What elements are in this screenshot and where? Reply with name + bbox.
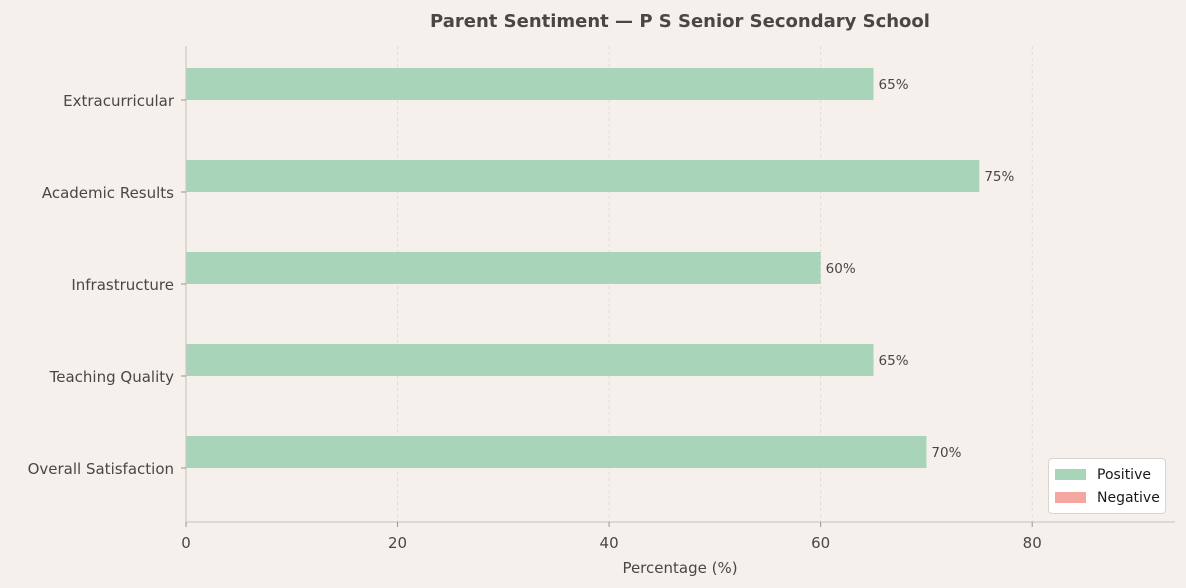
data-label: 65% <box>879 77 909 93</box>
bar-positive <box>186 252 821 284</box>
x-axis-label: Percentage (%) <box>622 559 737 577</box>
bar-positive <box>186 160 980 192</box>
y-tick-label: Extracurricular <box>63 92 175 110</box>
legend-swatch-negative <box>1055 492 1086 503</box>
legend-label-positive: Positive <box>1097 466 1151 483</box>
legend-label-negative: Negative <box>1097 489 1160 506</box>
x-tick-label: 40 <box>600 534 619 552</box>
data-label: 60% <box>826 261 856 277</box>
data-label: 65% <box>879 353 909 369</box>
legend-item-positive: Positive <box>1055 463 1159 486</box>
x-tick-label: 0 <box>181 534 191 552</box>
legend-swatch-positive <box>1055 469 1086 480</box>
bars <box>186 68 980 468</box>
x-tick-labels: 0 20 40 60 80 <box>181 522 1042 552</box>
y-tick-label: Infrastructure <box>71 276 174 294</box>
legend-item-negative: Negative <box>1055 486 1160 509</box>
bar-positive <box>186 344 874 376</box>
x-tick-label: 80 <box>1023 534 1042 552</box>
y-tick-label: Teaching Quality <box>49 368 174 386</box>
chart-title: Parent Sentiment — P S Senior Secondary … <box>430 11 930 32</box>
data-labels: 70% 65% 60% 75% 65% <box>826 77 1015 461</box>
legend: Positive Negative <box>1048 458 1166 514</box>
x-tick-label: 60 <box>811 534 830 552</box>
y-tick-labels: Overall Satisfaction Teaching Quality Infr… <box>28 92 186 478</box>
bar-positive <box>186 68 874 100</box>
x-tick-label: 20 <box>388 534 407 552</box>
data-label: 75% <box>984 169 1014 185</box>
bar-positive <box>186 436 927 468</box>
y-tick-label: Academic Results <box>42 184 174 202</box>
data-label: 70% <box>931 445 961 461</box>
y-tick-label: Overall Satisfaction <box>28 460 174 478</box>
